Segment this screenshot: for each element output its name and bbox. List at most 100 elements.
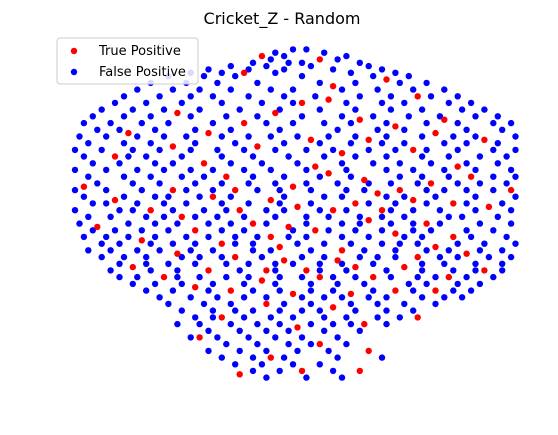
point-false-positive [236,347,243,355]
point-false-positive [494,213,501,220]
point-false-positive [165,227,172,234]
point-false-positive [472,133,479,140]
point-false-positive [410,166,417,174]
point-false-positive [387,180,395,187]
point-false-positive [223,260,230,267]
point-false-positive [441,294,448,301]
point-false-positive [316,307,323,314]
point-false-positive [276,106,283,113]
point-false-positive [116,160,123,167]
point-true-positive [356,367,363,375]
point-false-positive [272,280,279,288]
point-false-positive [134,166,141,174]
point-false-positive [303,146,310,154]
point-false-positive [178,173,185,180]
point-false-positive [361,247,368,254]
point-false-positive [294,240,301,247]
point-false-positive [298,253,306,261]
point-false-positive [432,193,439,200]
point-false-positive [245,200,252,207]
point-false-positive [436,113,444,120]
point-false-positive [463,140,470,147]
point-true-positive [485,203,493,210]
point-false-positive [143,153,150,160]
point-false-positive [361,280,368,288]
point-false-positive [165,119,172,127]
point-false-positive [383,133,390,140]
point-true-positive [280,257,288,264]
point-true-positive [316,56,323,63]
point-false-positive [445,213,452,220]
point-false-positive [458,294,466,301]
point-false-positive [387,106,395,113]
point-false-positive [418,133,426,140]
point-false-positive [347,119,355,127]
point-false-positive [458,106,466,113]
point-false-positive [307,200,315,207]
point-false-positive [151,160,159,167]
point-false-positive [378,227,386,234]
point-false-positive [338,160,346,167]
point-false-positive [214,146,221,154]
point-false-positive [370,260,377,267]
point-false-positive [209,314,217,321]
point-true-positive [352,200,359,207]
point-false-positive [387,93,395,100]
point-false-positive [192,126,199,133]
point-false-positive [169,287,177,294]
point-false-positive [98,253,105,261]
point-false-positive [490,186,497,194]
point-false-positive [205,287,212,294]
point-false-positive [249,59,257,66]
point-false-positive [414,273,421,281]
point-false-positive [490,273,497,281]
point-false-positive [347,320,355,328]
point-false-positive [187,334,194,341]
point-true-positive [481,136,488,143]
point-false-positive [383,166,390,174]
point-false-positive [352,106,359,113]
point-false-positive [418,106,426,113]
chart-title: Cricket_Z - Random [204,9,361,29]
point-false-positive [507,253,515,261]
point-false-positive [321,119,328,127]
point-false-positive [450,267,457,274]
point-false-positive [227,193,234,200]
point-false-positive [209,93,217,100]
point-false-positive [258,99,266,107]
point-false-positive [499,260,506,267]
point-true-positive [312,163,319,170]
point-true-positive [450,233,457,241]
point-false-positive [298,59,306,66]
point-false-positive [307,186,315,194]
point-false-positive [463,126,470,133]
point-false-positive [356,327,363,334]
point-false-positive [249,173,257,180]
point-false-positive [263,294,270,301]
point-false-positive [472,166,479,174]
point-false-positive [423,247,430,254]
point-false-positive [187,294,194,301]
point-false-positive [503,180,510,187]
point-false-positive [512,133,519,140]
point-false-positive [423,280,430,288]
point-false-positive [307,340,315,348]
point-false-positive [223,113,230,120]
point-false-positive [151,233,159,241]
point-false-positive [276,186,283,194]
point-false-positive [374,86,381,93]
point-false-positive [463,200,470,207]
point-false-positive [227,320,234,328]
point-false-positive [414,240,421,247]
point-false-positive [205,347,212,355]
legend-label-true-positive: True Positive [98,44,181,59]
point-false-positive [120,193,128,200]
point-false-positive [401,99,408,107]
point-false-positive [289,314,297,321]
point-false-positive [258,160,266,167]
point-false-positive [169,240,177,247]
point-true-positive [374,190,381,197]
point-true-positive [414,93,421,100]
point-true-positive [507,186,515,194]
point-true-positive [223,173,230,180]
